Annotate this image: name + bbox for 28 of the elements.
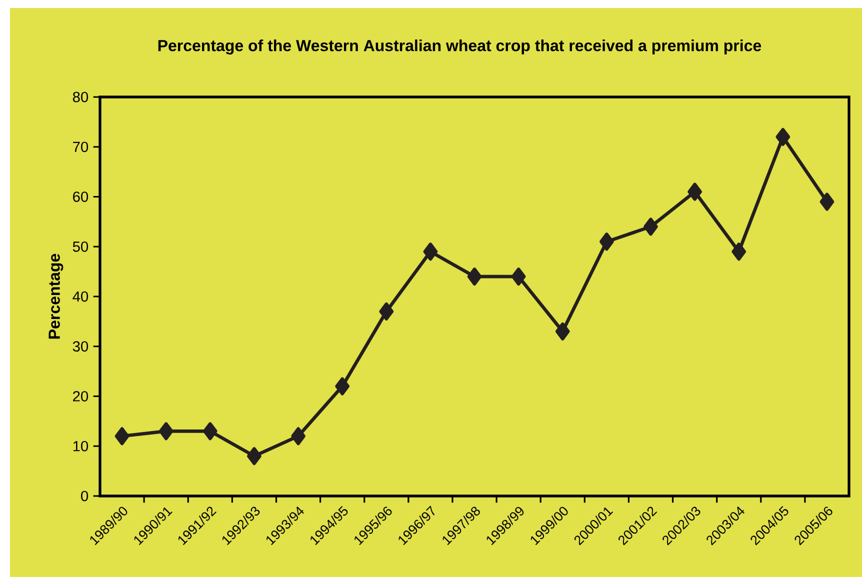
y-tick-label: 30: [72, 341, 88, 352]
point: [732, 242, 746, 261]
y-tick-label: 0: [81, 490, 88, 502]
point: [776, 128, 790, 146]
point: [202, 422, 218, 440]
point: [291, 427, 306, 446]
point: [247, 447, 262, 466]
point: [555, 322, 570, 340]
point: [644, 218, 658, 236]
y-tick-label: 40: [72, 291, 88, 302]
point: [423, 242, 438, 261]
point: [114, 427, 130, 446]
point: [379, 302, 394, 320]
point: [511, 268, 526, 286]
point: [600, 232, 614, 251]
point: [158, 422, 174, 440]
y-tick-label: 50: [72, 241, 88, 252]
point: [467, 268, 482, 286]
y-tick-label: 80: [72, 92, 88, 102]
y-tick-label: 70: [73, 142, 88, 152]
y-tick-label: 20: [73, 391, 88, 402]
chart-title: Percentage of the Western Australian wheat crop that received a premium price: [158, 40, 762, 54]
y-tick-label: 60: [73, 192, 88, 202]
point: [820, 192, 834, 211]
point: [335, 377, 350, 396]
y-axis-title: Percentage: [48, 254, 64, 339]
y-tick-label: 10: [73, 440, 88, 452]
point: [688, 182, 702, 201]
